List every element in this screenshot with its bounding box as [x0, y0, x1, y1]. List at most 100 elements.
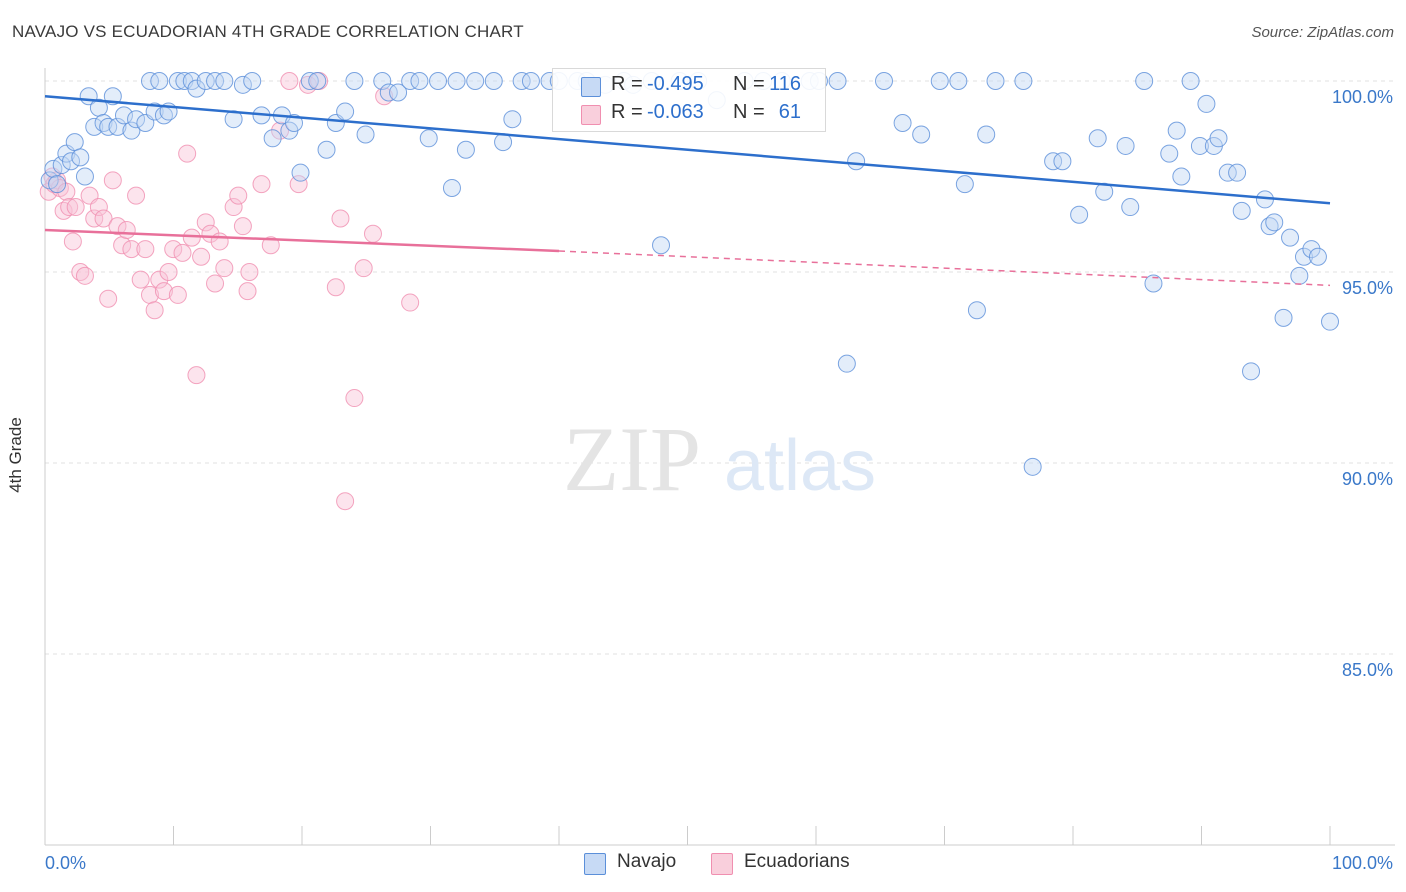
navajo-point	[512, 72, 531, 90]
navajo-point	[949, 72, 968, 90]
ecuadorians-point	[326, 278, 345, 297]
navajo-point	[930, 72, 949, 90]
ecuadorians-point	[99, 289, 118, 308]
ecuadorians-point	[150, 270, 169, 289]
ecuadorians-point	[168, 285, 187, 304]
navajo-point	[652, 236, 671, 255]
legend-label-navajo: Navajo	[617, 851, 677, 872]
navajo-point	[442, 178, 461, 197]
ecuadorians-point	[261, 236, 280, 255]
navajo-point	[65, 133, 84, 152]
navajo-point	[1265, 213, 1284, 232]
series-ecuadorians	[39, 72, 420, 511]
watermark: ZIP atlas	[563, 408, 876, 510]
ecuadorians-point	[187, 366, 206, 385]
ecuadorians-point	[280, 72, 299, 90]
navajo-point	[401, 72, 420, 90]
navajo-point	[291, 163, 310, 182]
navajo-point	[1209, 129, 1228, 148]
ecuadorians-point	[122, 240, 141, 259]
navajo-point	[62, 152, 81, 171]
ecuadorians-point	[206, 274, 225, 293]
navajo-swatch	[584, 853, 606, 875]
ecuadorians-point	[131, 270, 150, 289]
navajo-point	[1044, 152, 1063, 171]
navajo-point	[466, 72, 485, 90]
navajo-point	[168, 72, 187, 90]
y-tick-label: 85.0%	[1342, 660, 1393, 680]
navajo-point	[1053, 152, 1072, 171]
ecuadorians-point	[154, 282, 173, 301]
navajo-point	[379, 83, 398, 102]
ecuadorians-point	[192, 247, 211, 266]
navajo-point	[85, 117, 104, 136]
navajo-point	[122, 121, 141, 140]
ecuadorians-point	[233, 217, 252, 236]
navajo-point	[893, 114, 912, 133]
ecuadorians-point	[182, 228, 201, 247]
y-tick-labels: 85.0% 90.0% 95.0% 100.0%	[1332, 87, 1393, 680]
navajo-point	[215, 72, 234, 90]
ecuadorians-point	[210, 232, 229, 251]
navajo-point	[1144, 274, 1163, 293]
navajo-point	[44, 159, 63, 178]
navajo-point	[1023, 457, 1042, 476]
r-value: -0.495	[647, 73, 704, 95]
ecuadorians-point	[57, 182, 76, 201]
navajo-point	[456, 140, 475, 159]
navajo-point	[986, 72, 1005, 90]
ecuadorians-point	[164, 240, 183, 259]
ecuadorians-point	[215, 259, 234, 278]
x-tick-labels: 0.0% 100.0%	[45, 853, 1393, 873]
navajo-point	[837, 354, 856, 373]
trend-lines	[44, 95, 1331, 287]
navajo-point	[373, 72, 392, 90]
navajo-point	[1088, 129, 1107, 148]
ecuadorians-point	[60, 198, 79, 217]
navajo-point	[912, 125, 931, 144]
correlation-legend: R = -0.495 N = 116 R = -0.063 N = 61	[552, 68, 826, 132]
navajo-point	[263, 129, 282, 148]
ecuadorians-point	[354, 259, 373, 278]
navajo-point	[1218, 163, 1237, 182]
ecuadorians-point	[224, 198, 243, 217]
navajo-point	[71, 148, 90, 167]
navajo-point	[967, 301, 986, 320]
x-tick-label: 100.0%	[1332, 853, 1393, 873]
navajo-point	[1281, 228, 1300, 247]
ecuadorians-point	[136, 240, 155, 259]
navajo-point	[48, 175, 67, 194]
navajo-point	[99, 117, 118, 136]
navajo-point	[108, 117, 127, 136]
ecuadorians-point	[63, 232, 82, 251]
navajo-point	[1070, 205, 1089, 224]
navajo-point	[52, 156, 71, 175]
navajo-point	[285, 114, 304, 133]
ecuadorians-point	[401, 293, 420, 312]
ecuadorians-point	[331, 209, 350, 228]
ecuadorians-point	[336, 492, 355, 511]
ecuadorians-trend-extension	[558, 250, 1331, 287]
navajo-point	[356, 125, 375, 144]
navajo-point	[1290, 266, 1309, 285]
ecuadorians-point	[240, 263, 259, 281]
watermark-atlas: atlas	[724, 426, 876, 506]
ecuadorians-point	[127, 186, 146, 205]
ecuadorians-point	[103, 171, 122, 190]
ecuadorians-trend-line	[44, 228, 560, 253]
ecuadorians-point	[178, 144, 197, 163]
ecuadorians-point	[89, 198, 108, 217]
navajo-point	[484, 72, 503, 90]
navajo-point	[187, 79, 206, 98]
y-tick-label: 100.0%	[1332, 87, 1393, 107]
navajo-point	[1308, 247, 1327, 266]
navajo-point	[317, 140, 336, 159]
ecuadorians-point	[271, 121, 290, 140]
navajo-point	[389, 83, 408, 102]
navajo-point	[114, 106, 133, 125]
navajo-point	[75, 167, 94, 186]
navajo-point	[1014, 72, 1033, 90]
navajo-point	[243, 72, 262, 90]
navajo-point	[196, 72, 215, 90]
r-label: R =	[611, 73, 643, 95]
